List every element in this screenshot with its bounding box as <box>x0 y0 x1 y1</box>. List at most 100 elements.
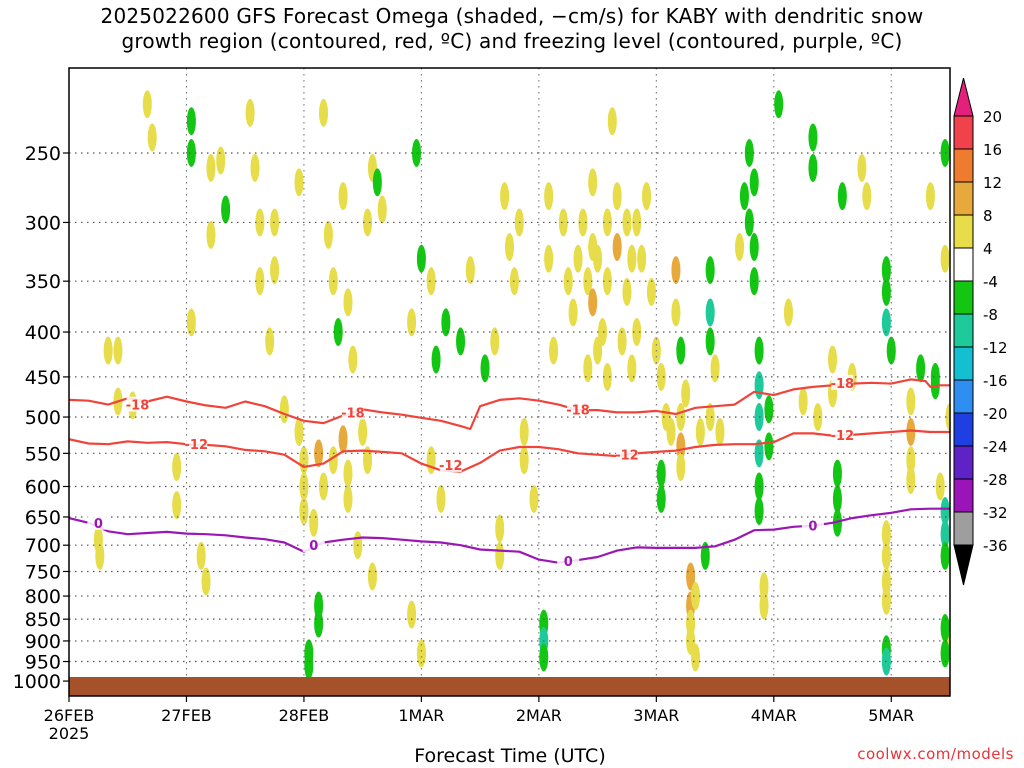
omega-cell <box>666 417 676 446</box>
omega-cell <box>597 318 607 347</box>
omega-cell <box>206 220 216 249</box>
omega-cell <box>407 308 417 337</box>
colorbar-tick-label: -32 <box>983 504 1008 522</box>
omega-cell <box>695 417 705 446</box>
omega-cell <box>431 345 441 374</box>
omega-cell <box>881 541 891 570</box>
omega-cell <box>343 459 353 488</box>
omega-cell <box>940 520 950 549</box>
contour-label-bg <box>801 517 824 533</box>
omega-cell <box>930 362 940 391</box>
contour-label: -12 <box>831 429 855 444</box>
omega-cell <box>617 327 627 356</box>
omega-cell <box>637 244 647 273</box>
omega-cell <box>705 327 715 356</box>
contour-label: -12 <box>439 459 463 474</box>
omega-cell <box>426 446 436 475</box>
contour-label-bg <box>615 446 638 462</box>
contour-label: 0 <box>309 539 318 554</box>
contour-label-bg <box>126 396 149 412</box>
omega-cell <box>558 208 568 237</box>
omega-cell <box>906 466 916 495</box>
x-tick-label: 26FEB <box>44 706 95 725</box>
omega-cell <box>627 354 637 383</box>
y-tick-label: 350 <box>25 271 61 293</box>
omega-cell <box>172 491 182 520</box>
omega-cell <box>593 336 603 365</box>
omega-cell <box>906 387 916 416</box>
omega-cell <box>710 354 720 383</box>
omega-cell <box>808 123 818 152</box>
omega-cell <box>333 318 343 347</box>
omega-cell <box>186 107 196 136</box>
omega-cell <box>627 244 637 273</box>
contour-label-bg <box>567 401 590 417</box>
colorbar-bin <box>953 478 974 513</box>
omega-cell <box>186 308 196 337</box>
omega-cell <box>671 256 681 285</box>
omega-cell <box>739 182 749 211</box>
colorbar-tick-label: -28 <box>983 471 1008 489</box>
omega-cell <box>328 446 338 475</box>
omega-cell <box>916 354 926 383</box>
omega-cell <box>749 168 759 197</box>
omega-cell <box>813 403 823 432</box>
colorbar-bin <box>953 247 974 282</box>
omega-cell <box>749 233 759 262</box>
chart-title-line-2: growth region (contoured, red, ºC) and f… <box>121 29 903 53</box>
omega-cell <box>735 233 745 262</box>
colorbar-bin <box>953 412 974 447</box>
omega-cell <box>754 371 764 400</box>
omega-cell <box>828 345 838 374</box>
y-tick-label: 900 <box>25 631 61 653</box>
omega-cell <box>495 541 505 570</box>
ground-layer <box>69 677 950 696</box>
colorbar-tick-label: -36 <box>983 537 1008 555</box>
omega-cell <box>602 362 612 391</box>
omega-cell <box>881 586 891 615</box>
omega-cell <box>622 277 632 306</box>
contour-line <box>69 429 950 473</box>
contour-label: -18 <box>831 377 855 392</box>
omega-shading-layer <box>93 90 950 680</box>
omega-cell <box>690 582 700 611</box>
y-tick-label: 750 <box>25 561 61 583</box>
y-tick-label: 650 <box>25 507 61 529</box>
omega-cell <box>656 459 666 488</box>
colorbar-tick-label: -8 <box>983 306 998 324</box>
gridlines <box>69 68 950 696</box>
omega-cell <box>363 208 373 237</box>
colorbar-bin <box>953 445 974 480</box>
omega-cell <box>348 345 358 374</box>
omega-cell <box>416 639 426 668</box>
x-tick-label: 2MAR <box>516 706 562 725</box>
omega-cell <box>759 591 769 620</box>
site-credit: coolwx.com/models <box>857 745 1014 763</box>
omega-cell <box>245 98 255 127</box>
x-tick-sublabel: 2025 <box>49 724 90 743</box>
omega-cell <box>456 327 466 356</box>
omega-cell <box>764 432 774 461</box>
omega-cell <box>338 425 348 454</box>
omega-cell <box>940 244 950 273</box>
omega-cell <box>465 256 475 285</box>
omega-cell <box>186 138 196 167</box>
omega-cell <box>612 182 622 211</box>
colorbar-bin <box>953 346 974 381</box>
omega-cell <box>632 318 642 347</box>
contour-label-bg <box>831 374 854 390</box>
omega-cell <box>783 298 793 327</box>
omega-cell <box>323 220 333 249</box>
colorbar-bin <box>953 313 974 348</box>
omega-cell <box>602 267 612 296</box>
omega-cell <box>578 208 588 237</box>
omega-cell <box>95 541 105 570</box>
omega-cell <box>495 514 505 543</box>
x-tick-label: 28FEB <box>279 706 330 725</box>
omega-cell <box>676 336 686 365</box>
colorbar-top-triangle <box>953 77 974 117</box>
contour-label: 0 <box>808 520 817 535</box>
colorbar-tick-label: -24 <box>983 438 1008 456</box>
omega-cell <box>255 267 265 296</box>
omega-cell <box>544 244 554 273</box>
